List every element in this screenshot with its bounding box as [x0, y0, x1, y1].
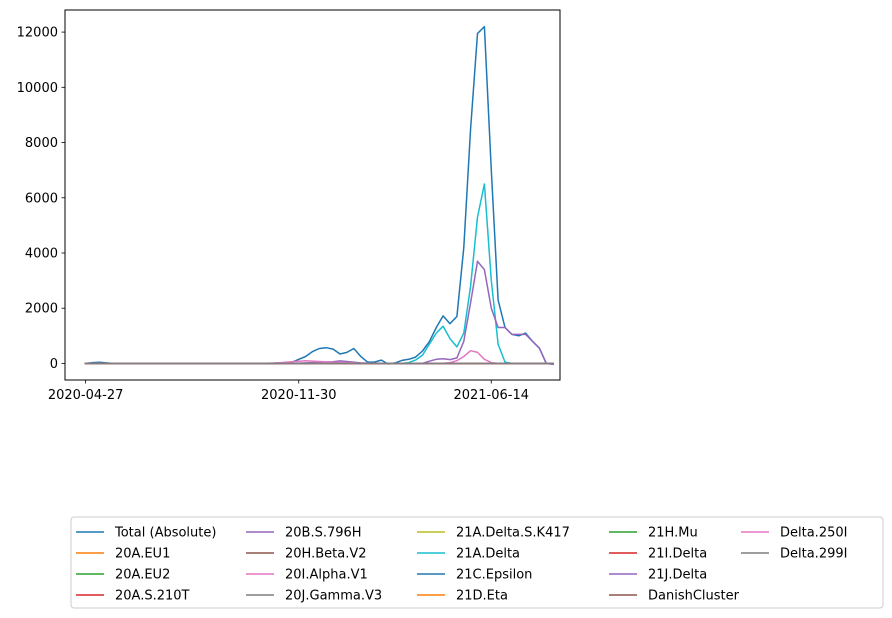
y-tick-label: 12000: [17, 26, 58, 41]
legend-label: 21C.Epsilon: [456, 568, 532, 583]
series-line-14: [84, 260, 554, 366]
legend-label: 20B.S.796H: [285, 526, 362, 541]
y-tick-label: 10000: [17, 81, 58, 96]
x-tick-label: 2020-11-30: [261, 388, 337, 403]
legend-label: 20A.EU1: [115, 547, 170, 562]
legend-label: 20H.Beta.V2: [285, 547, 367, 562]
legend-label: 21D.Eta: [456, 589, 508, 604]
legend-label: 21J.Delta: [648, 568, 707, 583]
legend: Total (Absolute) 20A.EU1 20A.EU2 20A.S.210T…: [70, 516, 884, 609]
series-layer: [84, 25, 554, 366]
y-tick-label: 4000: [25, 246, 58, 261]
legend-label: Delta.250I: [780, 526, 847, 541]
y-tick-label: 2000: [25, 302, 58, 317]
y-tick-label: 8000: [25, 136, 58, 151]
legend-label: 20I.Alpha.V1: [285, 568, 368, 583]
axes-layer: 0 2000 4000 6000 8000 10000 12000 2020-04-27 202…: [17, 26, 529, 403]
legend-label: 21A.Delta: [456, 547, 520, 562]
legend-label: DanishCluster: [648, 589, 740, 604]
legend-label: 21H.Mu: [648, 526, 698, 541]
legend-label: Delta.299I: [780, 547, 847, 562]
plot-frame: [64, 9, 561, 381]
series-line-9: [84, 183, 554, 365]
legend-frame: [70, 516, 884, 609]
legend-label: 20A.S.210T: [115, 589, 190, 604]
y-tick-label: 0: [50, 357, 58, 372]
legend-label: 20A.EU2: [115, 568, 170, 583]
legend-label: Total (Absolute): [114, 526, 216, 541]
x-tick-label: 2020-04-27: [48, 388, 124, 403]
legend-label: 20J.Gamma.V3: [285, 589, 382, 604]
legend-label: 21I.Delta: [648, 547, 707, 562]
y-tick-label: 6000: [25, 191, 58, 206]
legend-label: 21A.Delta.S.K417: [456, 526, 570, 541]
x-tick-label: 2021-06-14: [453, 388, 529, 403]
